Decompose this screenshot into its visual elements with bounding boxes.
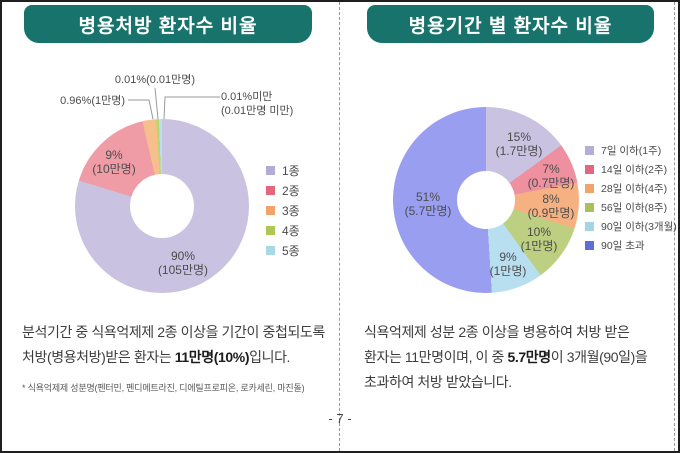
- legend-label: 28일 이하(4주): [601, 183, 668, 195]
- legend-swatch-icon: [266, 245, 275, 255]
- callout-text: 0.01%(0.01만명): [114, 74, 196, 86]
- donut-chart-combination-duration: [393, 107, 579, 293]
- callout-4jong: 0.01%(0.01만명): [105, 73, 205, 87]
- slice-count: (0.9만명): [527, 206, 575, 220]
- text: 식욕억제제 성분 2종 이상을 병용하여 처방 받은: [364, 324, 630, 340]
- legend-swatch-icon: [266, 165, 275, 175]
- ingredient-footnote: * 식욕억제제 성분명(펜터민, 펜디메트라진, 디에틸프로피온, 로카세린, …: [22, 381, 305, 394]
- panel-divider-dashed: [339, 2, 340, 451]
- left-panel-title: 병용처방 환자수 비율: [24, 5, 312, 43]
- legend-item: 90일 초과: [585, 236, 677, 255]
- legend-item: 4종: [266, 220, 300, 240]
- legend-swatch-icon: [585, 203, 594, 212]
- legend-swatch-icon: [266, 225, 275, 235]
- slice-label-56days: 10% (1만명): [497, 225, 581, 253]
- legend-swatch-icon: [266, 205, 275, 215]
- right-panel-title-text: 병용기간 별 환자수 비율: [408, 15, 613, 37]
- left-panel-title-text: 병용처방 환자수 비율: [78, 15, 258, 37]
- slice-label-1jong: 90% (105만명): [141, 249, 225, 277]
- right-edge-divider-dashed: [674, 2, 675, 451]
- legend-label: 14일 이하(2주): [601, 164, 668, 176]
- legend-swatch-icon: [266, 185, 275, 195]
- slice-pct: 90%: [170, 249, 196, 263]
- slice-label-14days: 7% (0.7만명): [509, 162, 593, 190]
- legend-label: 90일 이하(3개월): [601, 221, 677, 233]
- legend-label: 56일 이하(8주): [601, 202, 668, 214]
- text: 환자는 11만명이며, 이 중: [364, 349, 508, 365]
- legend-label: 7일 이하(1주): [601, 145, 662, 157]
- page-number: - 7 -: [2, 411, 678, 426]
- callout-3jong: 0.96%(1만명): [32, 94, 125, 108]
- slice-label-2jong: 9% (10만명): [72, 148, 156, 176]
- text: 이 3개월(90일)을: [550, 349, 648, 365]
- slice-label-over-90days: 51% (5.7만명): [386, 190, 470, 218]
- legend-swatch-icon: [585, 146, 594, 155]
- legend-label: 2종: [282, 183, 300, 198]
- slice-label-28days: 8% (0.9만명): [509, 192, 593, 220]
- legend-swatch-icon: [585, 165, 594, 174]
- right-chart-legend: 7일 이하(1주) 14일 이하(2주) 28일 이하(4주) 56일 이하(8…: [585, 141, 677, 255]
- callout-5jong: 0.01%미만 (0.01만명 미만): [221, 90, 311, 118]
- left-chart-legend: 1종 2종 3종 4종 5종: [266, 160, 300, 260]
- donut-hole: [130, 174, 194, 238]
- text: 입니다.: [249, 349, 291, 365]
- slice-count: (1.7만명): [495, 144, 543, 158]
- legend-item: 28일 이하(4주): [585, 179, 677, 198]
- slice-pct: 51%: [415, 190, 441, 204]
- right-summary-line1: 식욕억제제 성분 2종 이상을 병용하여 처방 받은: [364, 320, 670, 345]
- legend-swatch-icon: [585, 222, 594, 231]
- legend-label: 4종: [282, 223, 300, 238]
- left-summary-line2: 처방(병용처방)받은 환자는 11만명(10%)입니다.: [22, 345, 338, 370]
- slice-pct: 9%: [105, 148, 123, 162]
- legend-item: 90일 이하(3개월): [585, 217, 677, 236]
- left-summary-line1: 분석기간 중 식욕억제제 2종 이상을 기간이 중첩되도록: [22, 320, 338, 345]
- callout-text-line1: 0.01%미만: [221, 91, 273, 103]
- slice-label-7days: 15% (1.7만명): [477, 130, 561, 158]
- slice-count: (0.7만명): [527, 176, 575, 190]
- callout-text-line2: (0.01만명 미만): [221, 105, 294, 117]
- legend-swatch-icon: [585, 184, 594, 193]
- legend-item: 7일 이하(1주): [585, 141, 677, 160]
- slice-pct: 10%: [526, 225, 552, 239]
- right-summary-line2: 환자는 11만명이며, 이 중 5.7만명이 3개월(90일)을: [364, 345, 670, 370]
- callout-text: 0.96%(1만명): [60, 95, 125, 107]
- text: 분석기간 중 식욕억제제 2종 이상을 기간이 중첩되도록: [22, 324, 325, 340]
- highlight-figure: 11만명(10%): [174, 349, 250, 365]
- text: 초과하여 처방 받았습니다.: [364, 374, 512, 390]
- slice-pct: 7%: [542, 162, 560, 176]
- left-summary-text: 분석기간 중 식욕억제제 2종 이상을 기간이 중첩되도록 처방(병용처방)받은…: [22, 320, 338, 370]
- legend-label: 90일 초과: [601, 240, 645, 252]
- right-summary-line3: 초과하여 처방 받았습니다.: [364, 370, 670, 395]
- legend-item: 3종: [266, 200, 300, 220]
- page-number-text: - 7 -: [328, 411, 352, 426]
- highlight-figure: 5.7만명: [507, 349, 552, 365]
- slice-label-90days: 9% (1만명): [466, 250, 550, 278]
- legend-item: 56일 이하(8주): [585, 198, 677, 217]
- slice-count: (1만명): [520, 239, 558, 253]
- slice-count: (5.7만명): [404, 204, 452, 218]
- legend-label: 5종: [282, 243, 300, 258]
- donut-chart-combination-drug-count: [75, 119, 249, 293]
- donut-hole: [457, 171, 515, 229]
- legend-label: 3종: [282, 203, 300, 218]
- slice-count: (10만명): [92, 162, 136, 176]
- footnote-text: * 식욕억제제 성분명(펜터민, 펜디메트라진, 디에틸프로피온, 로카세린, …: [22, 383, 305, 393]
- legend-item: 5종: [266, 240, 300, 260]
- slice-pct: 9%: [499, 250, 517, 264]
- slice-count: (105만명): [157, 263, 209, 277]
- legend-item: 14일 이하(2주): [585, 160, 677, 179]
- slice-pct: 15%: [506, 130, 532, 144]
- slice-pct: 8%: [542, 192, 560, 206]
- right-summary-text: 식욕억제제 성분 2종 이상을 병용하여 처방 받은 환자는 11만명이며, 이…: [364, 320, 670, 395]
- right-panel-title: 병용기간 별 환자수 비율: [367, 5, 654, 43]
- legend-item: 1종: [266, 160, 300, 180]
- legend-label: 1종: [282, 163, 300, 178]
- slice-count: (1만명): [489, 264, 527, 278]
- legend-swatch-icon: [585, 241, 594, 250]
- legend-item: 2종: [266, 180, 300, 200]
- text: 처방(병용처방)받은 환자는: [22, 349, 175, 365]
